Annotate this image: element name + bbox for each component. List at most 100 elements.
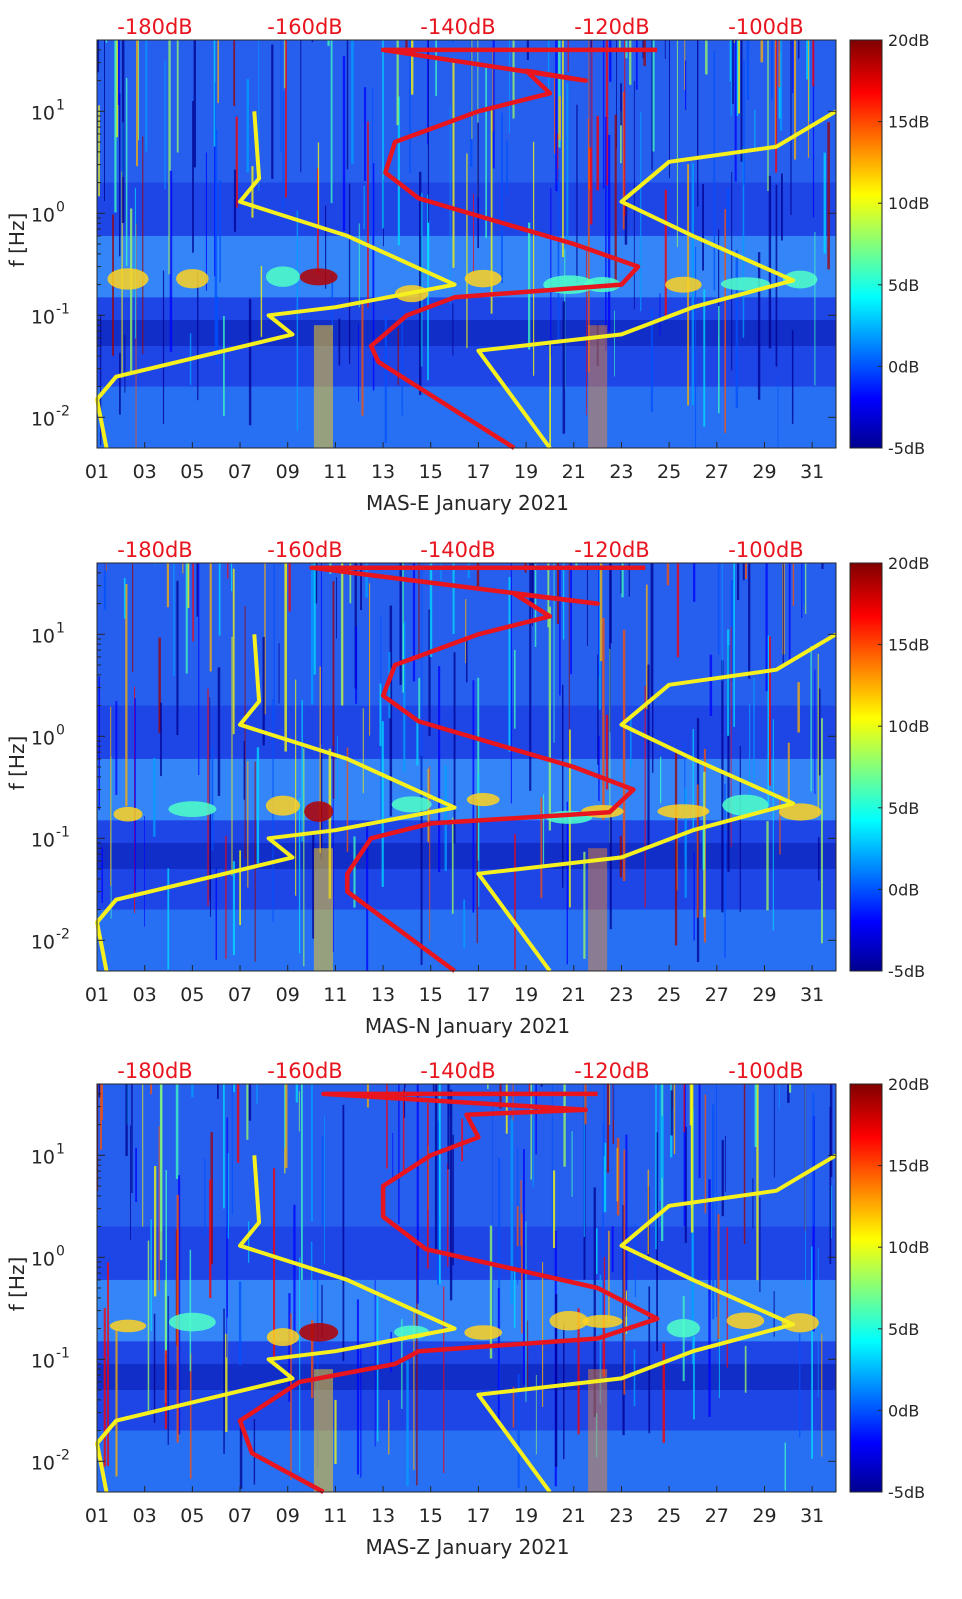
spectral-streak	[523, 1149, 525, 1385]
spectral-streak	[648, 1286, 651, 1434]
spectral-streak	[243, 741, 245, 800]
spectral-streak	[563, 1323, 565, 1460]
spectral-streak	[114, 40, 117, 213]
microseism-blob	[722, 794, 769, 816]
spectral-streak	[609, 40, 612, 82]
spectral-streak	[145, 40, 148, 152]
spectral-streak	[366, 822, 369, 971]
colorbar	[849, 562, 883, 972]
x-tick-label: 25	[657, 461, 681, 483]
spectral-streak	[768, 175, 772, 349]
spectral-streak	[239, 850, 241, 926]
spectral-streak	[620, 83, 622, 126]
y-tick-label: 10	[31, 204, 55, 226]
y-tick-base: 10	[31, 408, 55, 430]
spectral-streak	[830, 1185, 832, 1239]
spectral-streak	[438, 666, 441, 873]
spectral-streak	[718, 229, 720, 337]
spectral-streak	[217, 1084, 219, 1099]
spectral-streak	[213, 40, 216, 147]
spectral-streak	[505, 1084, 508, 1134]
spectral-streak	[635, 40, 638, 90]
spectral-streak	[169, 170, 173, 353]
y-tick-label: 10	[31, 931, 55, 953]
spectral-streak	[301, 1084, 303, 1280]
spectral-streak	[690, 1084, 694, 1233]
spectral-streak	[693, 852, 695, 941]
spectral-streak	[434, 1084, 438, 1251]
spectral-streak	[288, 1293, 291, 1402]
spectral-streak	[298, 798, 301, 954]
spectral-streak	[136, 40, 138, 167]
spectral-streak	[559, 565, 561, 696]
y-tick-exponent: -1	[56, 301, 70, 317]
y-axis-title: f [Hz]	[5, 736, 29, 791]
spectral-streak	[558, 40, 561, 148]
x-axis-title: MAS-Z January 2021	[366, 1535, 570, 1559]
spectral-streak	[757, 252, 761, 400]
spectral-streak	[117, 40, 120, 105]
spectral-streak	[676, 40, 678, 248]
spectral-streak	[360, 563, 362, 610]
top-db-label: -120dB	[574, 1059, 649, 1083]
spectral-streak	[463, 899, 466, 949]
spectral-streak	[737, 40, 740, 114]
spectral-streak	[435, 40, 437, 96]
spectrogram-texture	[97, 563, 836, 971]
spectral-streak	[247, 761, 249, 888]
spectral-streak	[603, 1142, 607, 1213]
spectral-streak	[381, 721, 384, 887]
spectral-streak	[695, 246, 697, 448]
spectral-streak	[233, 1084, 235, 1093]
spectral-streak	[487, 1084, 489, 1089]
x-tick-label: 21	[562, 461, 586, 483]
low-noise-model-curve	[95, 1155, 457, 1493]
spectral-streak	[440, 563, 442, 581]
x-tick-label: 17	[466, 984, 490, 1006]
spectral-streak	[798, 40, 800, 59]
spectral-streak	[427, 1103, 429, 1269]
microseism-blob	[266, 1328, 300, 1347]
spectral-streak	[729, 40, 731, 82]
spectral-streak	[134, 187, 136, 339]
spectral-streak	[103, 1308, 106, 1467]
spectral-streak	[731, 172, 733, 371]
spectral-streak	[447, 1084, 450, 1170]
spectral-streak	[227, 563, 229, 579]
spectral-streak	[449, 105, 451, 305]
spectral-streak	[669, 40, 670, 179]
spectral-streak	[489, 1225, 493, 1359]
y-axis-title: f [Hz]	[5, 213, 29, 268]
spectral-streak	[562, 301, 566, 434]
microseism-blob	[781, 1313, 819, 1333]
spectral-streak	[360, 1345, 362, 1478]
colorbar	[849, 39, 883, 449]
spectral-streak	[173, 563, 175, 676]
y-tick-label: 10	[31, 306, 55, 328]
spectral-streak	[478, 774, 480, 907]
spectral-streak	[535, 1374, 537, 1455]
spectral-streak	[721, 660, 724, 913]
spectral-streak	[103, 563, 106, 610]
spectral-streak	[528, 1084, 530, 1095]
spectral-streak	[197, 271, 199, 401]
spectral-streak	[676, 563, 680, 658]
spectral-streak	[754, 110, 756, 151]
spectral-streak	[334, 1399, 337, 1464]
spectral-streak	[823, 152, 826, 254]
spectral-streak	[508, 40, 510, 134]
spectral-streak	[353, 836, 356, 908]
spectral-streak	[246, 79, 249, 173]
spectral-streak	[616, 1147, 619, 1202]
spectral-streak	[807, 40, 809, 158]
spectral-streak	[748, 563, 751, 679]
spectral-streak	[138, 40, 139, 141]
spectral-streak	[506, 140, 508, 196]
y-tick-exponent: -2	[56, 403, 70, 419]
spectral-streak	[164, 1280, 167, 1403]
spectral-streak	[562, 40, 564, 258]
x-tick-label: 23	[609, 461, 633, 483]
spectral-streak	[514, 834, 516, 970]
spectral-streak	[398, 1084, 400, 1225]
